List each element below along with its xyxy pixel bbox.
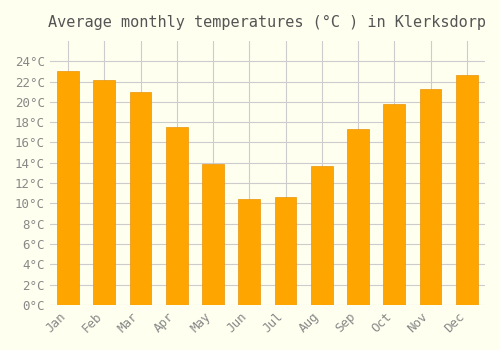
Bar (456, 76, 477, 305)
Title: Average monthly temperatures (°C ) in Klerksdorp: Average monthly temperatures (°C ) in Kl… (48, 15, 486, 30)
Bar (57, 71, 79, 305)
Bar (420, 89, 442, 305)
Bar (384, 104, 405, 305)
Bar (274, 197, 296, 305)
Bar (202, 164, 224, 305)
Bar (238, 199, 260, 305)
Bar (347, 129, 369, 305)
Bar (130, 92, 152, 305)
Bar (166, 127, 188, 305)
Bar (94, 79, 115, 305)
Bar (311, 166, 332, 305)
